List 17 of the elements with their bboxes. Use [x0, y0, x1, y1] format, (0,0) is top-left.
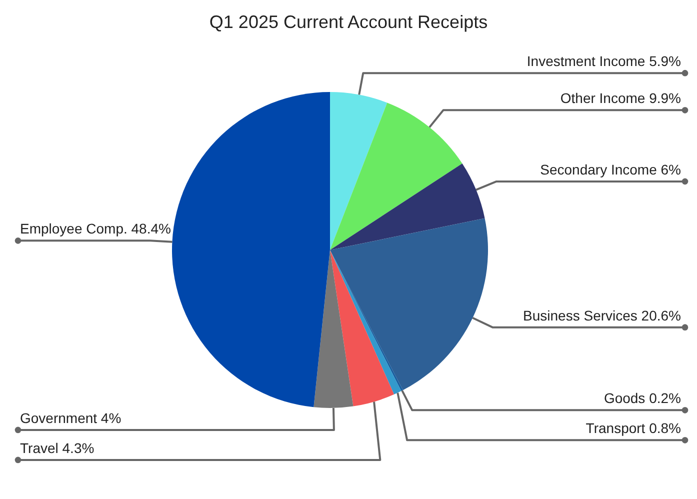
pie-slice [172, 92, 330, 408]
pie-slice [330, 92, 388, 250]
pie-slice [330, 102, 462, 250]
slice-label: Secondary Income 6% [540, 161, 681, 178]
slice-label: Government 4% [20, 410, 122, 426]
pie-slice [330, 218, 488, 390]
slice-label: Transport 0.8% [586, 420, 681, 436]
slice-label: Goods 0.2% [604, 390, 681, 406]
chart-title: Q1 2025 Current Account Receipts [209, 12, 488, 32]
slice-label: Employee Comp. 48.4% [20, 220, 171, 237]
slice-label: Travel 4.3% [20, 440, 94, 456]
slice-label: Investment Income 5.9% [526, 53, 681, 70]
slice-label: Business Services 20.6% [523, 307, 681, 324]
pie-slice [330, 250, 394, 406]
pie-slice [314, 250, 354, 408]
slice-label: Other Income 9.9% [560, 90, 681, 106]
pie-slice [330, 164, 485, 250]
